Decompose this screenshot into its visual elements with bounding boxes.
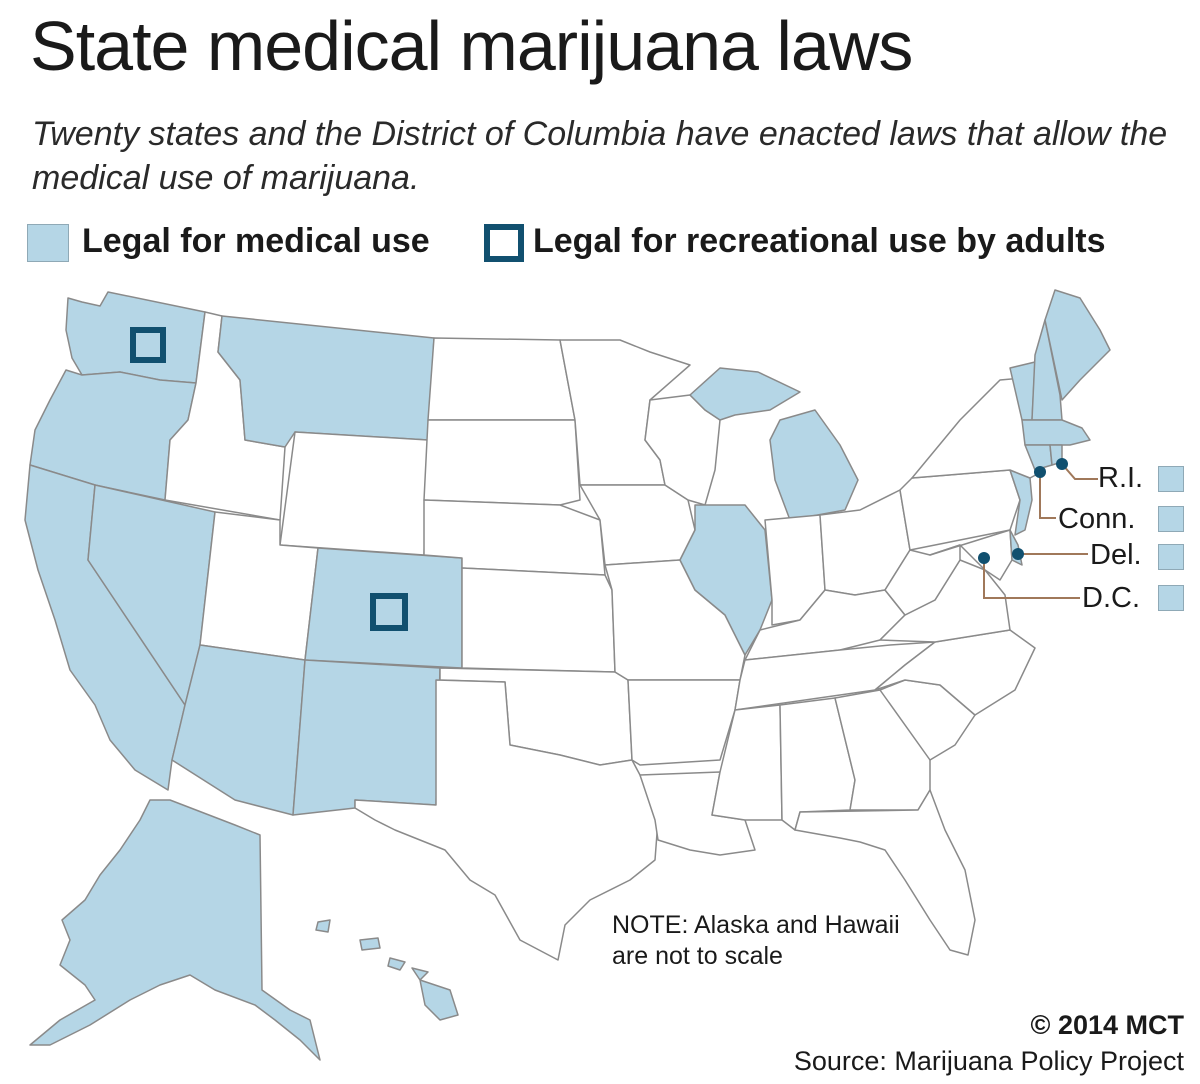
callout-label-del: Del. [1090,539,1142,571]
source-line: Source: Marijuana Policy Project [793,1046,1184,1076]
state-michigan-lower [769,409,859,521]
scale-note-line1: NOTE: Alaska and Hawaii [612,911,900,939]
state-hawaii [315,919,459,1021]
state-south-dakota [423,419,581,506]
state-new-mexico [292,659,441,816]
state-kansas [461,567,616,673]
callout-dot-dc [978,552,990,564]
map-title: State medical marijuana laws [30,7,913,85]
legend-medical-swatch [27,224,69,262]
copyright-credit: © 2014 MCT [1030,1010,1184,1040]
state-west-virginia [884,544,961,616]
state-colorado [304,547,463,669]
map-subtitle: Twenty states and the District of Columb… [32,115,1168,197]
callout-dot-ri [1056,458,1068,470]
state-massachusetts [1021,419,1091,446]
callout-label-ri: R.I. [1098,462,1144,494]
callout-swatch-ri [1158,466,1184,492]
state-wyoming [279,431,429,556]
callout-dot-conn [1034,466,1046,478]
callout-line-conn [1039,472,1056,519]
state-north-carolina [874,629,1036,716]
legend-recreational-swatch [484,224,524,262]
legend-medical-label: Legal for medical use [82,222,430,260]
recreational-marker-colorado [370,593,408,631]
callout-swatch-dc [1158,585,1184,611]
callout-swatch-del [1158,544,1184,570]
state-new-hampshire [1031,319,1063,421]
recreational-marker-washington [130,327,166,363]
callout-line-dc [983,558,1080,599]
legend-recreational-label: Legal for recreational use by adults [533,222,1106,260]
state-florida [794,789,976,956]
state-michigan-upper [689,367,801,421]
state-alaska [29,799,321,1061]
state-illinois [679,504,773,656]
state-north-dakota [427,337,576,421]
state-texas [354,679,659,961]
callout-swatch-conn [1158,506,1184,532]
callout-label-conn: Conn. [1058,503,1136,535]
callout-label-dc: D.C. [1082,582,1140,614]
state-arkansas [627,679,741,766]
scale-note-line2: are not to scale [612,942,783,970]
scale-note: NOTE: Alaska and Hawaii are not to scale [612,910,900,972]
state-maine [1044,289,1111,401]
callout-line-ri [1061,463,1098,480]
state-montana [217,315,435,448]
callout-dot-del [1012,548,1024,560]
